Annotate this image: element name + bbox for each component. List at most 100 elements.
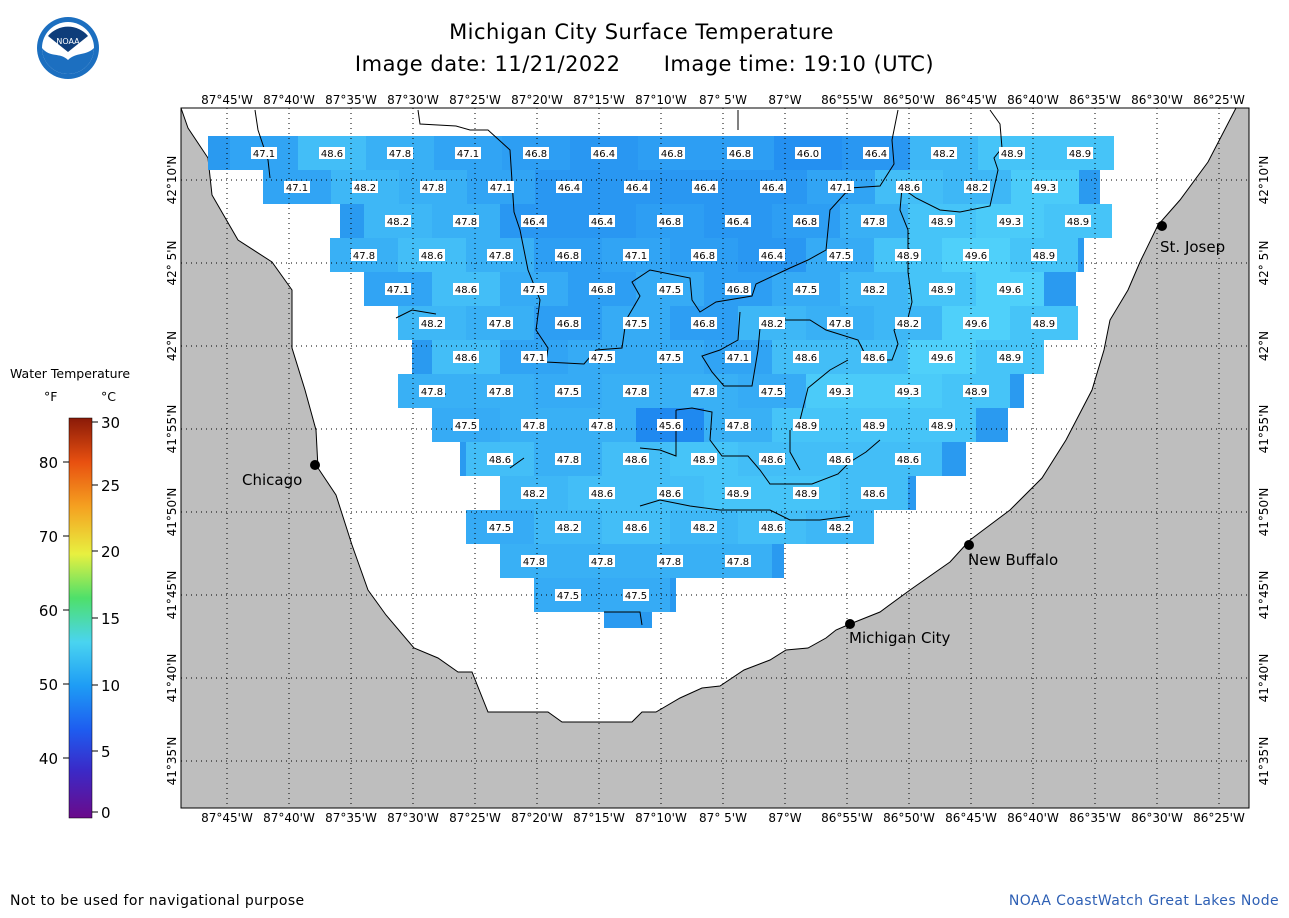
temp-label-bg (488, 181, 514, 193)
temp-label-bg (896, 181, 922, 193)
temp-label: 46.8 (729, 149, 751, 160)
temp-label-bg (521, 419, 547, 431)
lon-label: 87°40'W (263, 93, 315, 107)
temp-label-bg (861, 487, 887, 499)
temp-label-bg (319, 147, 345, 159)
temp-label: 48.6 (795, 353, 817, 364)
temp-label: 48.9 (795, 421, 817, 432)
temp-label-bg (795, 147, 821, 159)
scale-label-f: 60 (39, 602, 58, 620)
scale-label-f: 50 (39, 676, 58, 694)
lat-label: 41°55'N (1257, 405, 1271, 454)
temp-label-bg (760, 181, 786, 193)
lon-label: 86°40'W (1007, 811, 1059, 825)
temp-label-bg (555, 385, 581, 397)
scale-label-c: 15 (101, 610, 120, 628)
temp-label: 47.5 (795, 285, 817, 296)
lat-label: 42° 5'N (1257, 241, 1271, 286)
temp-label: 46.8 (525, 149, 547, 160)
temp-label: 47.5 (829, 251, 851, 262)
temp-label: 47.5 (489, 523, 511, 534)
temp-label: 47.5 (591, 353, 613, 364)
lat-label: 41°55'N (165, 405, 179, 454)
temp-label: 47.5 (625, 319, 647, 330)
temp-label: 49.3 (829, 387, 851, 398)
temp-label-bg (487, 521, 513, 533)
lat-label: 41°50'N (165, 488, 179, 537)
scale-label-f: 70 (39, 528, 58, 546)
temp-label-bg (351, 249, 377, 261)
lat-label: 42°10'N (165, 156, 179, 205)
temp-label: 49.6 (931, 353, 953, 364)
temp-label-bg (827, 453, 853, 465)
temp-label-bg (251, 147, 277, 159)
scale-label-c: 5 (101, 743, 111, 761)
temp-label: 47.1 (523, 353, 545, 364)
color-scale-bar (68, 417, 93, 819)
longitude-labels-bottom: 87°45'W 87°40'W 87°35'W 87°30'W 87°25'W 87°20… (201, 811, 1245, 825)
scale-label-c: 25 (101, 477, 120, 495)
legend-unit-celsius: °C (101, 389, 116, 404)
temp-label: 46.8 (727, 285, 749, 296)
lat-label: 41°40'N (165, 654, 179, 703)
temp-label-bg (691, 521, 717, 533)
temp-label-bg (419, 317, 445, 329)
temp-label-bg (521, 351, 547, 363)
temp-label: 47.1 (457, 149, 479, 160)
temp-label: 46.8 (659, 217, 681, 228)
lon-label: 87°20'W (511, 811, 563, 825)
temp-label-bg (487, 317, 513, 329)
temp-label: 48.6 (489, 455, 511, 466)
lon-label: 86°30'W (1131, 93, 1183, 107)
temp-label: 46.8 (557, 251, 579, 262)
temp-label: 48.2 (523, 489, 545, 500)
lat-label: 41°45'N (1257, 571, 1271, 620)
temp-label-bg (725, 215, 751, 227)
temp-label: 47.8 (455, 217, 477, 228)
temp-label: 47.5 (659, 285, 681, 296)
temp-label-bg (487, 453, 513, 465)
temp-label: 47.5 (455, 421, 477, 432)
temp-label: 47.8 (863, 217, 885, 228)
temp-label-bg (453, 283, 479, 295)
temp-label-bg (863, 147, 889, 159)
temp-label: 47.1 (625, 251, 647, 262)
temp-label-bg (963, 317, 989, 329)
temp-label: 48.9 (795, 489, 817, 500)
temp-label-bg (420, 181, 446, 193)
temp-label: 49.3 (1034, 183, 1056, 194)
temp-label: 47.5 (557, 591, 579, 602)
temp-label-bg (453, 351, 479, 363)
temp-label-bg (759, 317, 785, 329)
temp-label: 48.2 (761, 319, 783, 330)
lat-label: 42°10'N (1257, 156, 1271, 205)
temp-label-bg (1032, 181, 1058, 193)
logo-text: NOAA (56, 37, 80, 46)
lon-label: 86°25'W (1193, 811, 1245, 825)
image-date: Image date: 11/21/2022 (354, 52, 621, 76)
legend-title: Water Temperature (10, 366, 131, 381)
lon-label: 87°45'W (201, 811, 253, 825)
temp-label: 47.8 (829, 319, 851, 330)
temp-label-bg (657, 419, 683, 431)
temp-label-bg (589, 215, 615, 227)
temp-label-bg (691, 249, 717, 261)
source-credit: NOAA CoastWatch Great Lakes Node (1008, 893, 1279, 909)
lon-label: 87°25'W (449, 811, 501, 825)
temp-label-bg (895, 317, 921, 329)
temp-label-bg (589, 419, 615, 431)
temp-label: 48.6 (761, 455, 783, 466)
scale-label-c: 20 (101, 543, 120, 561)
temp-label: 47.1 (830, 183, 852, 194)
temp-label-bg (759, 385, 785, 397)
temp-label: 49.6 (999, 285, 1021, 296)
temp-label-bg (725, 351, 751, 363)
temp-label: 47.8 (557, 455, 579, 466)
temp-label-bg (963, 385, 989, 397)
temp-label-bg (691, 385, 717, 397)
temp-label-bg (455, 147, 481, 159)
temp-label-bg (997, 351, 1023, 363)
temp-label-bg (556, 181, 582, 193)
lat-label: 41°35'N (1257, 737, 1271, 786)
temp-label-bg (827, 317, 853, 329)
